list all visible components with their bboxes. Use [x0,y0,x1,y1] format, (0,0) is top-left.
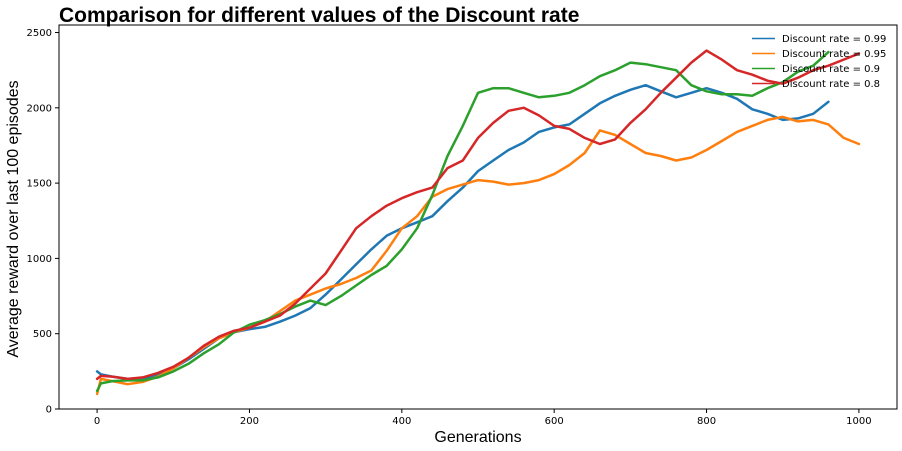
y-tick-label: 1000 [27,254,52,265]
x-tick-label: 400 [392,416,411,427]
plot-area: 0 200 400 600 800 1000 0 500 1000 1500 2000 2500 Dis… [27,24,898,427]
legend-label-4: Discount rate = 0.8 [782,79,880,90]
series-line-4 [95,49,861,381]
y-tick-label: 500 [33,329,52,340]
legend-label-3: Discount rate = 0.9 [782,64,880,75]
chart-title: Comparison for different values of the D… [59,4,579,27]
y-axis-label: Average reward over last 100 episodes [5,80,22,357]
series-line-3 [95,50,830,393]
axes-frame [58,24,898,410]
x-tick-label: 1000 [846,416,871,427]
y-tick-label: 1500 [27,179,52,190]
x-tick-label: 0 [94,416,100,427]
y-tick-label: 2500 [27,28,52,39]
legend-label-2: Discount rate = 0.95 [782,49,886,60]
x-tick-label: 200 [240,416,259,427]
x-tick-label: 600 [545,416,564,427]
x-tick-label: 800 [697,416,716,427]
series-line-2 [95,115,861,396]
legend-label-1: Discount rate = 0.99 [782,34,886,45]
series-line-1 [95,83,830,381]
x-axis-label: Generations [434,429,521,446]
y-tick-label: 2000 [27,103,52,114]
y-tick-label: 0 [46,405,52,416]
